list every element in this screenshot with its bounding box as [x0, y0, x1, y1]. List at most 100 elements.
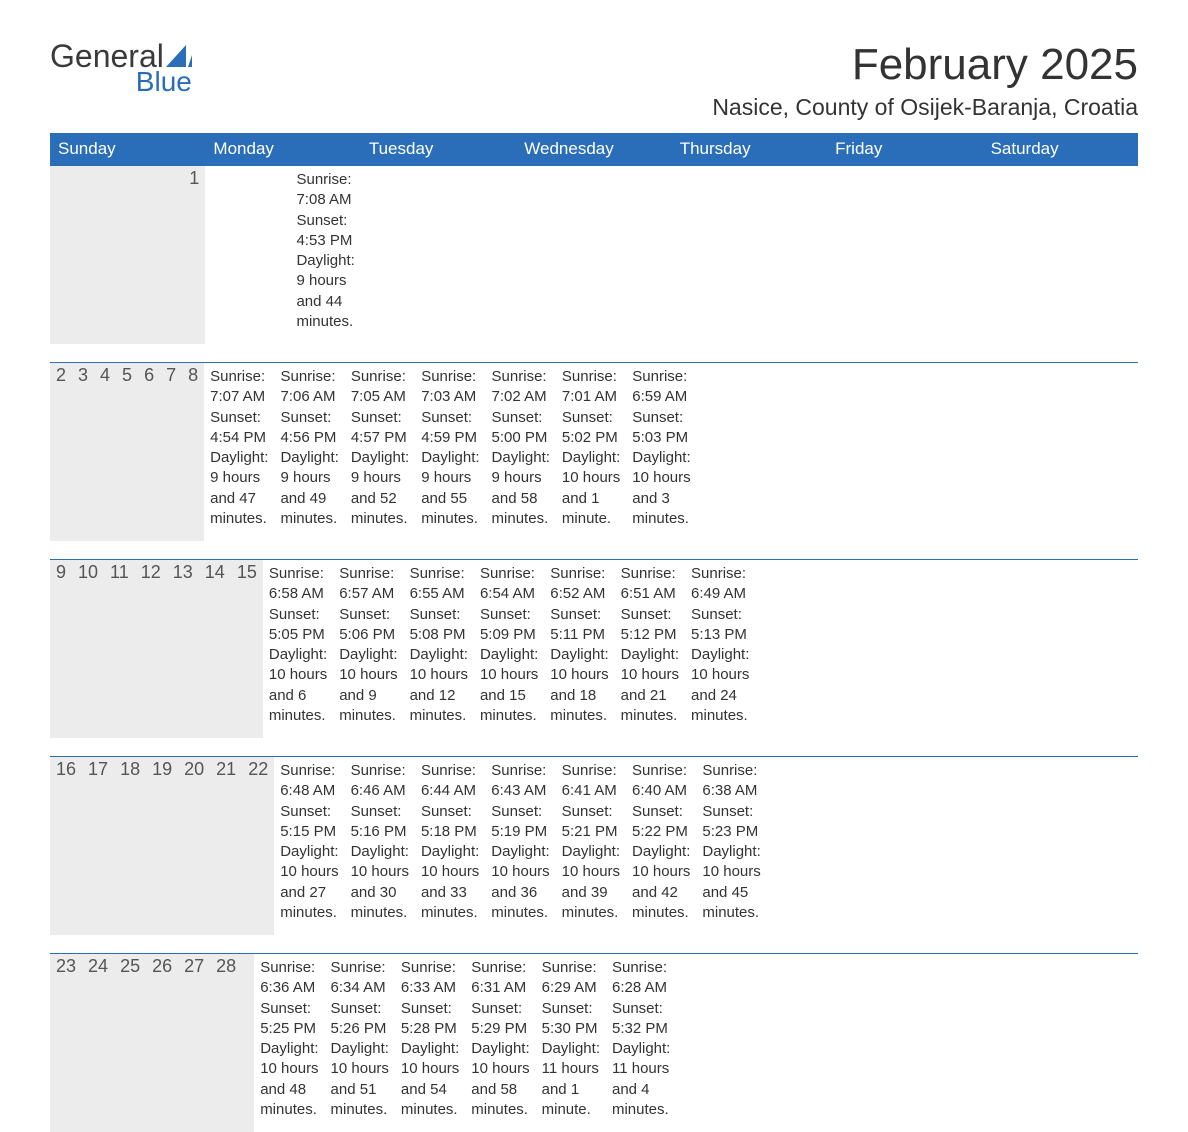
sunrise-text: Sunrise: 6:31 AM — [471, 958, 529, 999]
week-row: 1 Sunrise: 7:08 AMSunset: 4:53 PMDaylight… — [50, 165, 1138, 344]
weekday-header: Tuesday — [361, 133, 516, 165]
daylight-text: Daylight: 10 hours and 45 minutes. — [702, 842, 760, 923]
daylight-text: Daylight: 9 hours and 58 minutes. — [492, 448, 550, 529]
sunrise-text: Sunrise: 6:48 AM — [280, 761, 338, 802]
day-number: 7 — [160, 363, 182, 541]
daylight-text: Daylight: 10 hours and 42 minutes. — [632, 842, 690, 923]
daylight-text: Daylight: 10 hours and 58 minutes. — [471, 1039, 529, 1120]
sunset-text: Sunset: 5:13 PM — [691, 605, 749, 646]
day-cell: Sunrise: 6:40 AMSunset: 5:22 PMDaylight:… — [626, 757, 696, 935]
daylight-text: Daylight: 10 hours and 21 minutes. — [621, 645, 679, 726]
sunrise-text: Sunrise: 6:33 AM — [401, 958, 459, 999]
day-number-row: 9101112131415 — [50, 560, 263, 738]
day-cell — [205, 166, 219, 344]
sunset-text: Sunset: 5:19 PM — [491, 802, 549, 843]
day-cell: Sunrise: 6:34 AMSunset: 5:26 PMDaylight:… — [325, 954, 395, 1132]
sunset-text: Sunset: 5:15 PM — [280, 802, 338, 843]
week-row: 2345678Sunrise: 7:07 AMSunset: 4:54 PMDa… — [50, 362, 1138, 541]
day-cell: Sunrise: 7:08 AMSunset: 4:53 PMDaylight:… — [290, 166, 360, 344]
daylight-text: Daylight: 10 hours and 30 minutes. — [351, 842, 409, 923]
day-content-row: Sunrise: 6:36 AMSunset: 5:25 PM Daylight:… — [254, 954, 688, 1132]
sunrise-text: Sunrise: 6:58 AM — [269, 564, 327, 605]
day-number: 1 — [183, 166, 205, 344]
sunset-text: Sunset: 5:32 PM — [612, 999, 670, 1040]
day-number — [72, 166, 94, 344]
day-cell: Sunrise: 6:43 AMSunset: 5:19 PMDaylight:… — [485, 757, 555, 935]
daylight-text: Daylight: 10 hours and 1 minute. — [562, 448, 620, 529]
day-cell: Sunrise: 6:46 AMSunset: 5:16 PMDaylight:… — [345, 757, 415, 935]
daylight-text: Daylight: 10 hours and 12 minutes. — [410, 645, 468, 726]
day-cell: Sunrise: 6:59 AMSunset: 5:03 PMDaylight:… — [626, 363, 696, 541]
day-cell: Sunrise: 6:55 AMSunset: 5:08 PMDaylight:… — [404, 560, 474, 738]
day-number: 16 — [50, 757, 82, 935]
sunrise-text: Sunrise: 6:44 AM — [421, 761, 479, 802]
sunset-text: Sunset: 4:59 PM — [421, 408, 479, 449]
daylight-text: Daylight: 11 hours and 1 minute. — [542, 1039, 600, 1120]
sunrise-text: Sunrise: 6:46 AM — [351, 761, 409, 802]
sunset-text: Sunset: 5:25 PM — [260, 999, 318, 1040]
sail-icon — [166, 45, 192, 67]
sunrise-text: Sunrise: 7:01 AM — [562, 367, 620, 408]
day-number: 18 — [114, 757, 146, 935]
daylight-text: Daylight: 10 hours and 18 minutes. — [550, 645, 608, 726]
location: Nasice, County of Osijek-Baranja, Croati… — [712, 94, 1138, 121]
daylight-text: Daylight: 10 hours and 27 minutes. — [280, 842, 338, 923]
day-cell: Sunrise: 6:51 AMSunset: 5:12 PMDaylight:… — [615, 560, 685, 738]
day-cell: Sunrise: 6:29 AMSunset: 5:30 PMDaylight:… — [536, 954, 606, 1132]
day-cell — [248, 166, 262, 344]
sunrise-text: Sunrise: 7:02 AM — [492, 367, 550, 408]
sunrise-text: Sunrise: 7:07 AM — [210, 367, 268, 408]
daylight-text: Daylight: 9 hours and 55 minutes. — [421, 448, 479, 529]
sunrise-text: Sunrise: 7:05 AM — [351, 367, 409, 408]
day-number: 9 — [50, 560, 72, 738]
day-number: 21 — [210, 757, 242, 935]
day-content-row: Sunrise: 6:48 AMSunset: 5:15 PMDaylight:… — [274, 757, 767, 935]
sunset-text: Sunset: 5:03 PM — [632, 408, 690, 449]
day-number — [161, 166, 183, 344]
week-row: 232425262728Sunrise: 6:36 AMSunset: 5:25… — [50, 953, 1138, 1132]
daylight-text: Daylight: 10 hours and 15 minutes. — [480, 645, 538, 726]
day-number: 3 — [72, 363, 94, 541]
sunset-text: Sunset: 5:21 PM — [562, 802, 620, 843]
logo-word2: Blue — [136, 68, 192, 96]
day-cell: Sunrise: 6:31 AMSunset: 5:29 PMDaylight:… — [465, 954, 535, 1132]
day-number: 14 — [199, 560, 231, 738]
sunrise-text: Sunrise: 7:06 AM — [280, 367, 338, 408]
day-number: 15 — [231, 560, 263, 738]
sunset-text: Sunset: 5:28 PM — [401, 999, 459, 1040]
sunset-text: Sunset: 5:05 PM — [269, 605, 327, 646]
day-content-row: Sunrise: 7:07 AMSunset: 4:54 PMDaylight:… — [204, 363, 697, 541]
day-cell: Sunrise: 6:36 AMSunset: 5:25 PMDaylight:… — [254, 954, 324, 1132]
sunrise-text: Sunrise: 6:54 AM — [480, 564, 538, 605]
sunset-text: Sunset: 5:12 PM — [621, 605, 679, 646]
sunrise-text: Sunrise: 6:34 AM — [331, 958, 389, 999]
week-row: 16171819202122Sunrise: 6:48 AMSunset: 5:… — [50, 756, 1138, 935]
sunset-text: Sunset: 5:29 PM — [471, 999, 529, 1040]
day-number — [50, 166, 72, 344]
day-cell: Sunrise: 6:48 AMSunset: 5:15 PMDaylight:… — [274, 757, 344, 935]
sunrise-text: Sunrise: 6:36 AM — [260, 958, 318, 999]
day-number: 25 — [114, 954, 146, 1132]
daylight-text: Daylight: 10 hours and 9 minutes. — [339, 645, 397, 726]
daylight-text: Daylight: 10 hours and 36 minutes. — [491, 842, 549, 923]
sunset-text: Sunset: 5:02 PM — [562, 408, 620, 449]
weekday-header: Saturday — [983, 133, 1138, 165]
sunset-text: Sunset: 5:08 PM — [410, 605, 468, 646]
daylight-text: Daylight: 9 hours and 52 minutes. — [351, 448, 409, 529]
day-cell: Sunrise: 6:52 AMSunset: 5:11 PMDaylight:… — [544, 560, 614, 738]
sunset-text: Sunset: 5:09 PM — [480, 605, 538, 646]
day-cell — [234, 166, 248, 344]
daylight-text: Daylight: 9 hours and 44 minutes. — [296, 251, 354, 332]
sunrise-text: Sunrise: 6:59 AM — [632, 367, 690, 408]
week-row: 9101112131415Sunrise: 6:58 AMSunset: 5:0… — [50, 559, 1138, 738]
day-content-row: Sunrise: 6:58 AMSunset: 5:05 PM Daylight:… — [263, 560, 756, 738]
sunrise-text: Sunrise: 6:57 AM — [339, 564, 397, 605]
day-number: 27 — [178, 954, 210, 1132]
day-cell: Sunrise: 6:58 AMSunset: 5:05 PMDaylight:… — [263, 560, 333, 738]
day-number: 10 — [72, 560, 104, 738]
daylight-text: Daylight: 10 hours and 3 minutes. — [632, 448, 690, 529]
weekday-header: Friday — [827, 133, 982, 165]
day-cell: Sunrise: 7:07 AMSunset: 4:54 PMDaylight:… — [204, 363, 274, 541]
day-content-row: Sunrise: 7:08 AMSunset: 4:53 PMDaylight:… — [205, 166, 360, 344]
sunrise-text: Sunrise: 6:55 AM — [410, 564, 468, 605]
